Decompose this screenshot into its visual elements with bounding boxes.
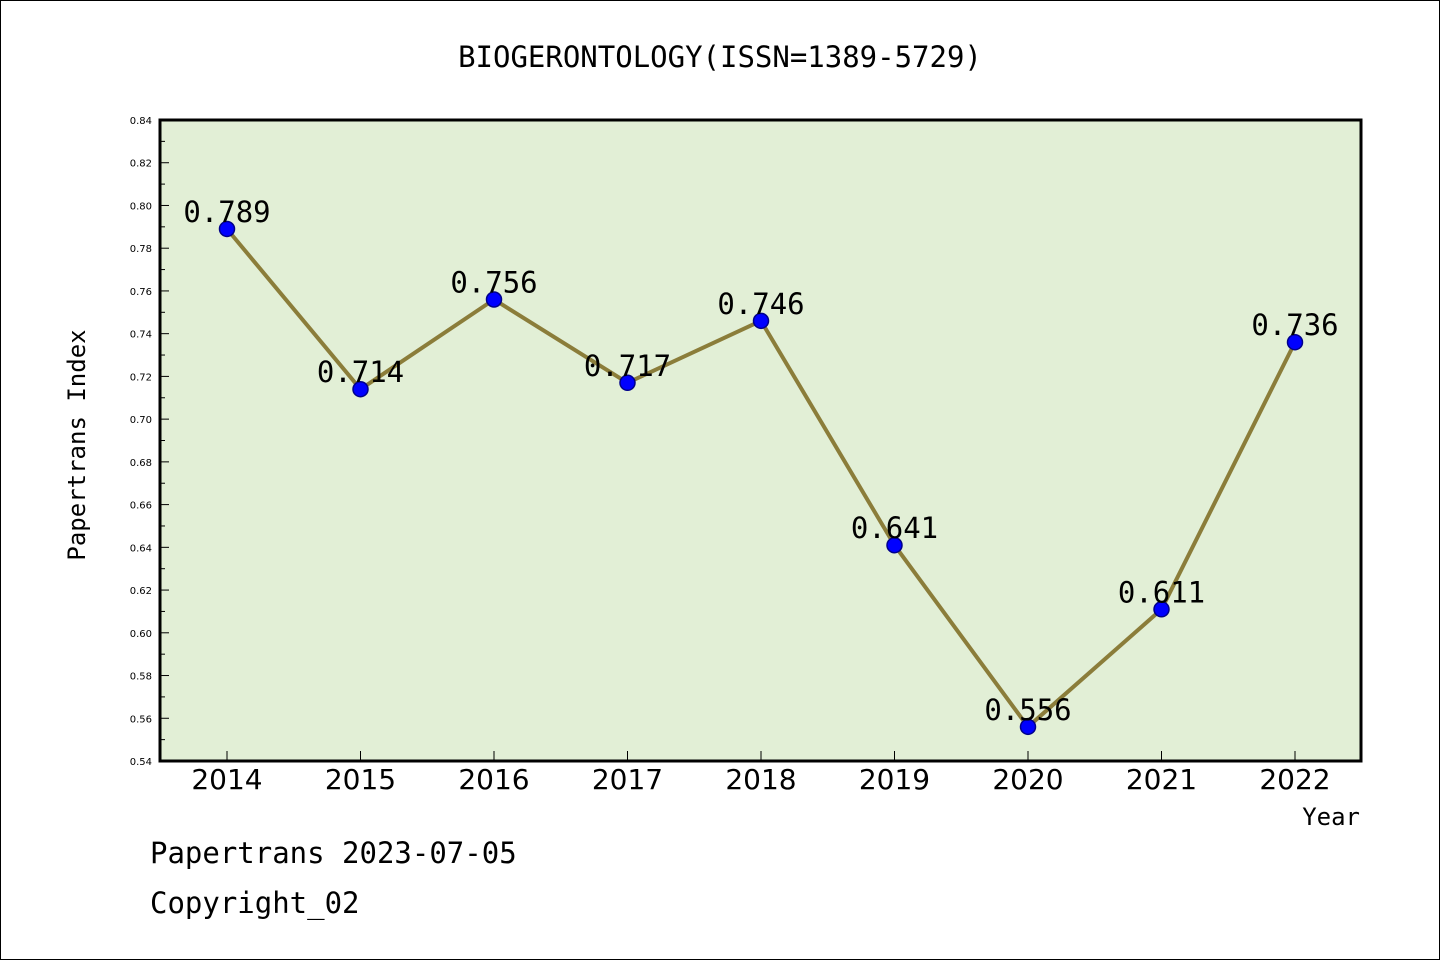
y-tick-label: 0.80 xyxy=(130,201,152,212)
y-tick-label: 0.56 xyxy=(130,714,152,725)
data-label: 0.556 xyxy=(984,693,1071,727)
x-tick-label: 2014 xyxy=(191,763,262,796)
data-point[interactable] xyxy=(1286,333,1304,351)
y-tick-label: 0.54 xyxy=(130,757,152,768)
x-tick-label: 2021 xyxy=(1126,763,1197,796)
y-tick-label: 0.64 xyxy=(130,543,152,554)
y-tick-label: 0.68 xyxy=(130,458,152,469)
y-tick-label: 0.82 xyxy=(130,159,152,170)
y-tick-label: 0.70 xyxy=(130,415,152,426)
y-tick-label: 0.58 xyxy=(130,672,152,683)
x-tick-label: 2015 xyxy=(325,763,396,796)
x-axis-label: Year xyxy=(1302,803,1360,831)
chart-title: BIOGERONTOLOGY(ISSN=1389-5729) xyxy=(458,40,982,74)
data-label: 0.746 xyxy=(717,287,804,321)
data-label: 0.717 xyxy=(584,349,671,383)
series-line-group: 0.789 0.714 0.756 0.717 0.746 0.641 0.556 0.611… xyxy=(183,195,1339,736)
y-tick-label: 0.78 xyxy=(130,244,152,255)
x-tick-label: 2022 xyxy=(1259,763,1330,796)
data-point[interactable] xyxy=(752,312,770,330)
x-tick-label: 2017 xyxy=(592,763,663,796)
data-label: 0.714 xyxy=(317,355,404,389)
x-tick-label: 2020 xyxy=(992,763,1063,796)
footer-copyright: Copyright_02 xyxy=(150,886,360,920)
data-point[interactable] xyxy=(352,380,369,398)
y-tick-label: 0.84 xyxy=(130,116,152,127)
data-label: 0.641 xyxy=(851,511,938,545)
y-axis: 0.54 0.56 0.58 0.60 0.62 0.64 0.66 0.68 0.70 0.72… xyxy=(130,116,169,768)
data-label: 0.789 xyxy=(183,195,270,229)
y-tick-label: 0.66 xyxy=(130,501,152,512)
data-point[interactable] xyxy=(485,291,503,308)
data-point[interactable] xyxy=(218,220,236,238)
x-tick-label: 2019 xyxy=(859,763,930,796)
x-axis: 2014 2015 2016 2017 2018 2019 2020 2021 2022 xyxy=(191,751,1331,796)
y-tick-label: 0.62 xyxy=(130,586,152,597)
y-tick-label: 0.72 xyxy=(130,372,152,383)
data-label: 0.736 xyxy=(1251,308,1338,342)
data-label: 0.756 xyxy=(450,265,537,299)
footer-date: Papertrans 2023-07-05 xyxy=(150,836,517,870)
y-tick-label: 0.76 xyxy=(130,287,152,298)
data-point[interactable] xyxy=(886,536,903,554)
data-point[interactable] xyxy=(1019,718,1037,736)
x-tick-label: 2018 xyxy=(725,763,796,796)
plot-area xyxy=(158,118,1363,763)
y-tick-label: 0.60 xyxy=(130,629,152,640)
data-point[interactable] xyxy=(619,374,636,392)
y-tick-label: 0.74 xyxy=(130,330,152,341)
data-point[interactable] xyxy=(1153,601,1170,618)
data-label: 0.611 xyxy=(1118,575,1205,609)
x-tick-label: 2016 xyxy=(458,763,529,796)
y-axis-label: Papertrans Index xyxy=(63,329,91,560)
